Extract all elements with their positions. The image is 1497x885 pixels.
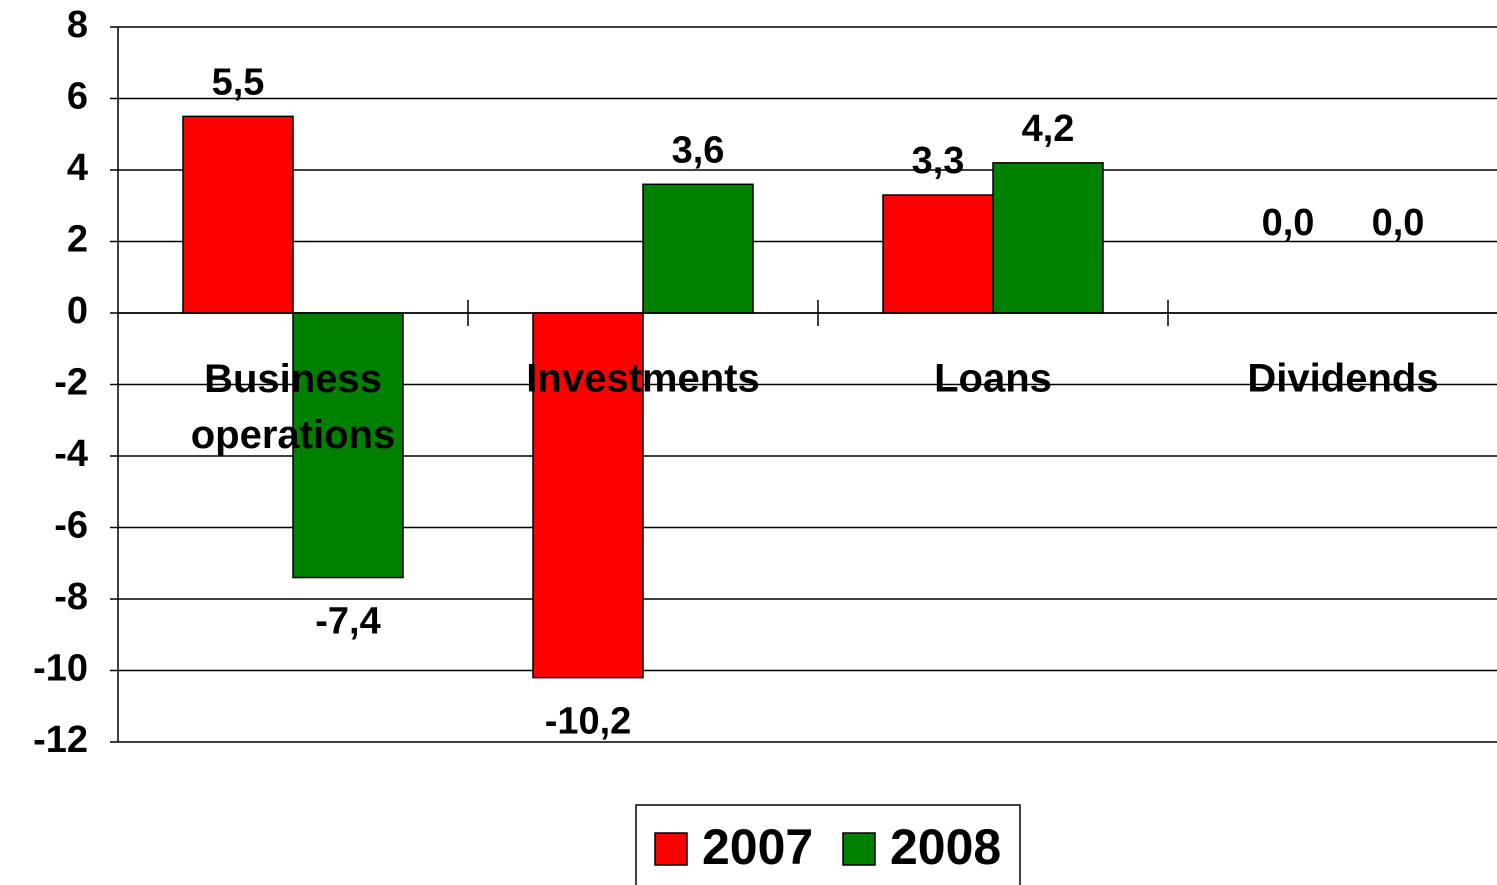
bar bbox=[882, 194, 994, 314]
bar bbox=[992, 162, 1104, 314]
y-tick-label: 4 bbox=[67, 147, 88, 189]
x-tick-label: Business operations bbox=[191, 357, 395, 457]
value-label: -10,2 bbox=[545, 701, 632, 743]
value-label: 0,0 bbox=[1372, 202, 1425, 244]
bar bbox=[182, 115, 294, 314]
bar bbox=[532, 312, 644, 679]
bar bbox=[642, 183, 754, 314]
legend-label: 2007 bbox=[702, 819, 813, 875]
legend-swatch bbox=[654, 832, 688, 866]
legend-label: 2008 bbox=[890, 819, 1001, 875]
y-tick-label: -10 bbox=[33, 648, 88, 690]
x-tick-label-line: operations bbox=[191, 413, 395, 457]
x-tick-label: Investments bbox=[526, 357, 759, 401]
value-label: 3,6 bbox=[672, 129, 725, 171]
x-tick-label: Loans bbox=[934, 357, 1052, 401]
value-label: 4,2 bbox=[1022, 108, 1075, 150]
legend-swatch bbox=[842, 832, 876, 866]
y-tick-label: -12 bbox=[33, 719, 88, 761]
y-tick-label: 6 bbox=[67, 76, 88, 118]
legend-box bbox=[635, 804, 1021, 885]
y-tick-label: -4 bbox=[54, 433, 88, 475]
y-tick-label: -8 bbox=[54, 576, 88, 618]
x-tick-label-line: Business bbox=[204, 357, 382, 401]
value-label: 5,5 bbox=[212, 61, 265, 103]
value-label: -7,4 bbox=[315, 601, 380, 643]
value-label: 3,3 bbox=[912, 140, 965, 182]
bar bbox=[292, 312, 404, 579]
value-label: 0,0 bbox=[1262, 202, 1315, 244]
y-tick-label: 2 bbox=[67, 219, 88, 261]
y-tick-label: -6 bbox=[54, 505, 88, 547]
y-tick-label: -2 bbox=[54, 362, 88, 404]
y-tick-label: 0 bbox=[67, 290, 88, 332]
y-tick-label: 8 bbox=[67, 4, 88, 46]
x-tick-label: Dividends bbox=[1247, 357, 1438, 401]
